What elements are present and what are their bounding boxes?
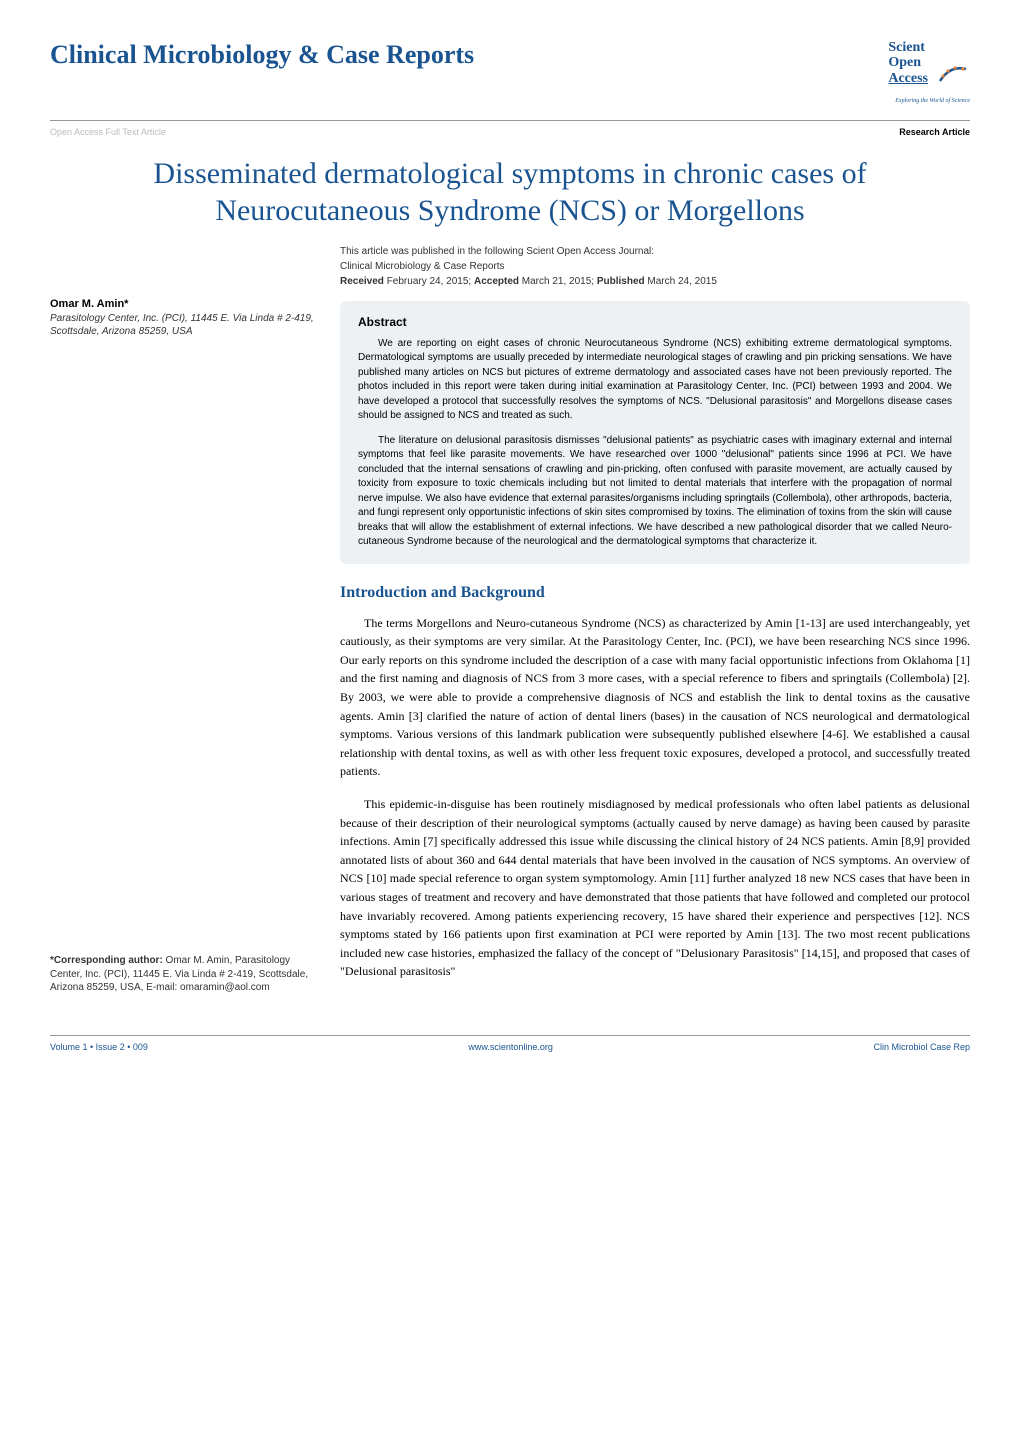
logo-text: Scient Open Access: [888, 40, 928, 86]
main-columns: Omar M. Amin* Parasitology Center, Inc. …: [50, 244, 970, 995]
abstract-box: Abstract We are reporting on eight cases…: [340, 301, 970, 564]
pub-journal-name: Clinical Microbiology & Case Reports: [340, 259, 970, 274]
logo-line3: Access: [888, 71, 928, 86]
footer-journal-abbrev: Clin Microbiol Case Rep: [873, 1042, 970, 1052]
intro-heading: Introduction and Background: [340, 584, 970, 602]
header-divider: [50, 120, 970, 121]
abstract-para-2: The literature on delusional parasitosis…: [358, 434, 952, 550]
header-row: Clinical Microbiology & Case Reports Sci…: [50, 40, 970, 104]
abstract-para-1: We are reporting on eight cases of chron…: [358, 337, 952, 424]
received-date: February 24, 2015;: [387, 276, 472, 287]
article-title: Disseminated dermatological symptoms in …: [50, 155, 970, 230]
author-affiliation: Parasitology Center, Inc. (PCI), 11445 E…: [50, 312, 320, 338]
journal-title: Clinical Microbiology & Case Reports: [50, 40, 474, 70]
right-column: This article was published in the follow…: [340, 244, 970, 995]
corresponding-label: *Corresponding author:: [50, 955, 163, 966]
logo-line2: Open: [888, 55, 921, 70]
corresponding-author-block: *Corresponding author: Omar M. Amin, Par…: [50, 954, 320, 995]
published-date: March 24, 2015: [647, 276, 717, 287]
logo-line1: Scient: [888, 40, 925, 55]
open-access-label: Open Access Full Text Article: [50, 127, 166, 137]
logo-swoosh-icon: [936, 59, 970, 98]
pub-journal-line: This article was published in the follow…: [340, 244, 970, 259]
author-name: Omar M. Amin*: [50, 298, 320, 310]
left-column: Omar M. Amin* Parasitology Center, Inc. …: [50, 244, 320, 995]
published-label: Published: [597, 276, 645, 287]
logo-tagline: Exploring the World of Science: [888, 98, 970, 104]
subheader-row: Open Access Full Text Article Research A…: [50, 127, 970, 137]
intro-para-1: The terms Morgellons and Neuro-cutaneous…: [340, 614, 970, 781]
footer-volume-issue: Volume 1 • Issue 2 • 009: [50, 1042, 148, 1052]
accepted-date: March 21, 2015;: [522, 276, 594, 287]
publisher-logo: Scient Open Access Exploring the World o…: [888, 40, 970, 104]
abstract-heading: Abstract: [358, 315, 952, 329]
page-footer: Volume 1 • Issue 2 • 009 www.scientonlin…: [50, 1035, 970, 1052]
intro-para-2: This epidemic-in-disguise has been routi…: [340, 795, 970, 981]
pub-dates: Received February 24, 2015; Accepted Mar…: [340, 274, 970, 289]
publication-info: This article was published in the follow…: [340, 244, 970, 289]
accepted-label: Accepted: [474, 276, 519, 287]
footer-url[interactable]: www.scientonline.org: [468, 1042, 553, 1052]
received-label: Received: [340, 276, 384, 287]
article-type: Research Article: [899, 127, 970, 137]
